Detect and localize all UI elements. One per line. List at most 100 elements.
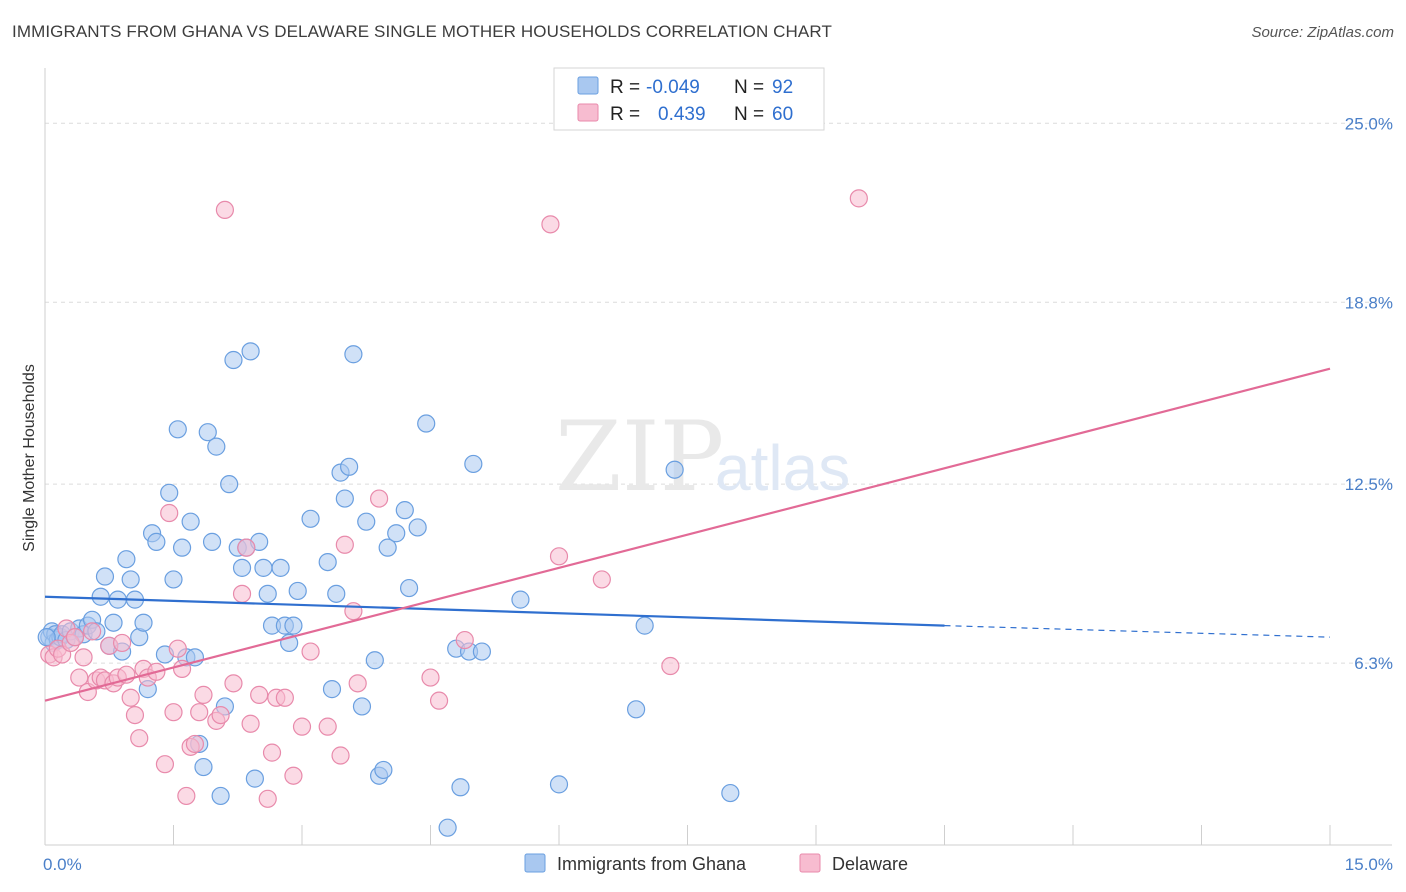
point-delaware-20: [125, 705, 145, 725]
trend-line-ghana: [44, 595, 945, 627]
point-delaware-37: [215, 200, 234, 220]
point-ghana-76: [399, 578, 419, 598]
grid-lines: [45, 122, 1392, 664]
point-delaware-50: [318, 717, 337, 736]
point-delaware-55: [370, 489, 389, 508]
legend-n-label-delaware: N =: [734, 104, 764, 125]
point-ghana-67: [344, 345, 363, 364]
point-ghana-41: [207, 437, 226, 456]
point-delaware-63: [421, 668, 440, 687]
point-delaware-42: [250, 685, 269, 704]
point-delaware-39: [232, 584, 252, 603]
point-delaware-53: [344, 602, 363, 621]
watermark-zip: ZIP: [555, 401, 724, 513]
point-ghana-44: [220, 475, 239, 494]
x-tick-label-0: 0.0%: [43, 855, 82, 874]
legend-box: R = -0.049 N = 92 R = 0.439 N = 60: [553, 67, 825, 131]
point-ghana-78: [417, 414, 436, 433]
point-ghana-58: [284, 616, 303, 635]
point-delaware-21: [130, 729, 149, 748]
point-delaware-49: [301, 642, 320, 661]
point-ghana-32: [168, 420, 187, 439]
point-ghana-69: [357, 512, 376, 531]
point-ghana-61: [318, 552, 337, 572]
chart-title: IMMIGRANTS FROM GHANA VS DELAWARE SINGLE…: [12, 22, 832, 41]
trend-line-delaware: [44, 367, 1331, 702]
point-ghana-16: [95, 567, 115, 586]
point-delaware-28: [168, 639, 187, 658]
point-ghana-59: [288, 581, 307, 601]
point-ghana-62: [322, 680, 342, 699]
legend-n-label-ghana: N =: [734, 77, 764, 98]
point-ghana-72: [374, 760, 393, 780]
point-delaware-61: [592, 570, 611, 589]
point-ghana-65: [335, 489, 354, 508]
point-delaware-25: [155, 755, 175, 774]
point-delaware-56: [429, 691, 449, 710]
trend-line-extension-ghana: [944, 625, 1331, 638]
point-ghana-33: [172, 538, 192, 557]
point-delaware-59: [849, 189, 868, 208]
point-delaware-58: [549, 547, 569, 566]
point-ghana-88: [635, 616, 654, 635]
point-ghana-52: [254, 558, 273, 577]
point-delaware-51: [331, 746, 350, 765]
point-ghana-55: [271, 558, 290, 577]
point-ghana-35: [181, 512, 200, 531]
point-delaware-10: [83, 622, 102, 641]
point-delaware-8: [74, 648, 93, 667]
point-delaware-44: [262, 743, 282, 762]
point-ghana-47: [232, 558, 252, 577]
point-ghana-15: [91, 587, 110, 606]
point-ghana-77: [408, 518, 427, 537]
point-ghana-70: [365, 651, 384, 670]
point-delaware-40: [237, 538, 256, 557]
y-tick-label-2: 18.8%: [1345, 293, 1393, 312]
x-tick-label-1: 15.0%: [1345, 855, 1393, 874]
y-tick-label-1: 12.5%: [1345, 475, 1393, 494]
y-tick-labels: 6.3% 12.5% 18.8% 25.0%: [1345, 114, 1393, 673]
point-ghana-66: [340, 457, 359, 476]
point-ghana-85: [511, 590, 530, 609]
point-delaware-30: [177, 786, 196, 806]
bottom-legend-label-delaware: Delaware: [832, 854, 908, 874]
point-delaware-62: [455, 630, 474, 650]
point-delaware-27: [164, 703, 183, 722]
point-ghana-22: [121, 570, 140, 589]
point-delaware-60: [661, 656, 680, 676]
point-ghana-30: [160, 483, 179, 502]
point-ghana-18: [104, 613, 123, 632]
bottom-legend-swatch-delaware: [799, 853, 821, 873]
data-points: [37, 189, 868, 837]
point-ghana-75: [395, 501, 414, 520]
legend-r-value-delaware: 0.439: [658, 104, 706, 125]
legend-r-label-ghana: R =: [610, 77, 640, 98]
point-ghana-84: [472, 642, 491, 661]
point-ghana-53: [258, 584, 277, 603]
point-delaware-54: [348, 674, 367, 693]
bottom-legend: Immigrants from Ghana Delaware: [524, 853, 908, 874]
point-ghana-87: [626, 700, 646, 719]
point-delaware-33: [190, 703, 209, 722]
point-delaware-6: [65, 628, 85, 647]
point-ghana-79: [438, 818, 457, 837]
point-delaware-19: [121, 688, 140, 707]
y-tick-label-0: 6.3%: [1354, 654, 1393, 673]
legend-n-value-ghana: 92: [772, 77, 793, 98]
point-ghana-25: [134, 613, 153, 632]
point-delaware-41: [241, 714, 260, 733]
point-delaware-34: [194, 685, 213, 704]
point-ghana-31: [164, 570, 183, 589]
point-delaware-17: [112, 633, 132, 653]
point-delaware-26: [160, 503, 179, 523]
point-ghana-45: [224, 350, 243, 370]
point-ghana-83: [464, 454, 483, 474]
point-delaware-43: [258, 789, 277, 808]
point-ghana-68: [352, 697, 372, 716]
point-ghana-38: [194, 757, 213, 777]
point-delaware-46: [275, 688, 294, 707]
point-delaware-32: [185, 734, 205, 754]
chart-source: Source: ZipAtlas.com: [1251, 24, 1394, 41]
point-delaware-36: [211, 705, 230, 725]
